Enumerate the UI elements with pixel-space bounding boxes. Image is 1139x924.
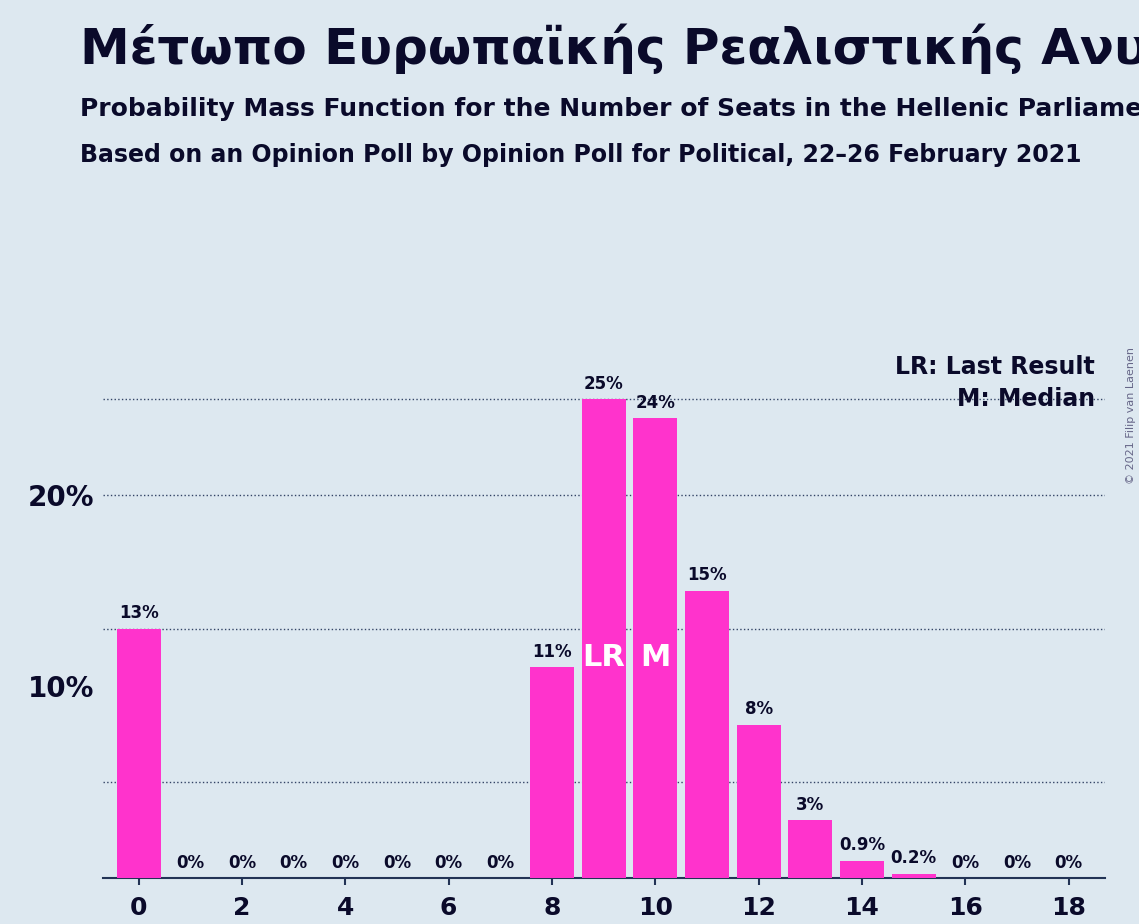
Text: 24%: 24% [636, 394, 675, 412]
Bar [841, 860, 884, 878]
Text: 3%: 3% [796, 796, 825, 814]
Bar [116, 629, 161, 878]
Text: LR: Last Result: LR: Last Result [895, 356, 1095, 379]
Text: © 2021 Filip van Laenen: © 2021 Filip van Laenen [1125, 347, 1136, 484]
Text: M: Median: M: Median [957, 387, 1095, 411]
Bar [685, 590, 729, 878]
Text: 0%: 0% [279, 854, 308, 872]
Text: 0.2%: 0.2% [891, 849, 936, 868]
Text: Based on an Opinion Poll by Opinion Poll for Political, 22–26 February 2021: Based on an Opinion Poll by Opinion Poll… [80, 143, 1081, 167]
Text: 0%: 0% [383, 854, 411, 872]
Text: M: M [640, 643, 671, 672]
Bar [530, 667, 574, 878]
Text: Probability Mass Function for the Number of Seats in the Hellenic Parliament: Probability Mass Function for the Number… [80, 97, 1139, 121]
Text: 0%: 0% [331, 854, 360, 872]
Text: 0%: 0% [951, 854, 980, 872]
Text: 11%: 11% [532, 642, 572, 661]
Text: 0%: 0% [228, 854, 256, 872]
Text: 0.9%: 0.9% [839, 836, 885, 854]
Bar [788, 821, 833, 878]
Text: LR: LR [582, 643, 625, 672]
Bar [633, 419, 678, 878]
Text: 15%: 15% [687, 566, 727, 584]
Text: 0%: 0% [1055, 854, 1083, 872]
Text: 13%: 13% [118, 604, 158, 622]
Text: 0%: 0% [486, 854, 515, 872]
Text: 0%: 0% [1003, 854, 1031, 872]
Bar [582, 399, 625, 878]
Text: 8%: 8% [745, 700, 772, 718]
Text: 0%: 0% [435, 854, 462, 872]
Text: 0%: 0% [177, 854, 204, 872]
Text: Μέτωπο Ευρωπαϊκής Ρεαλιστικής Ανυπακοής: Μέτωπο Ευρωπαϊκής Ρεαλιστικής Ανυπακοής [80, 23, 1139, 74]
Bar [737, 724, 780, 878]
Bar [892, 874, 935, 878]
Text: 25%: 25% [584, 374, 623, 393]
